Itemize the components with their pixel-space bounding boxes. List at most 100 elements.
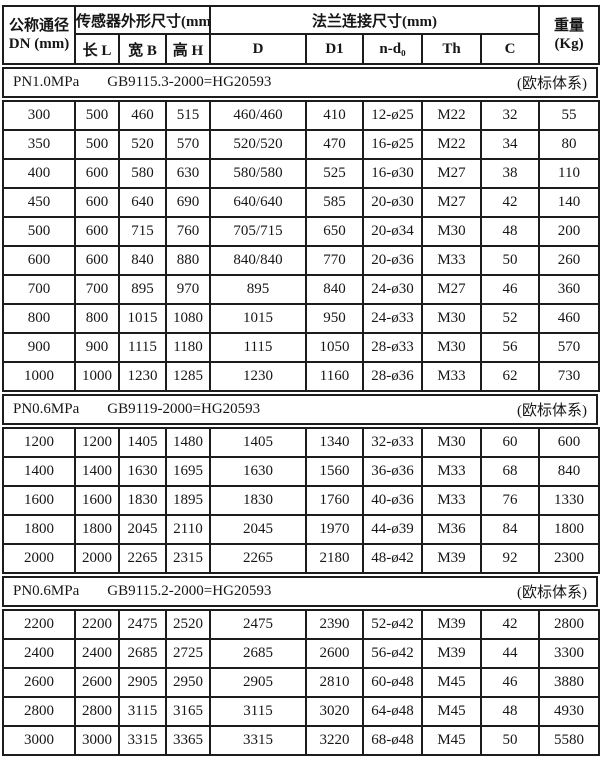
cell-dn: 1600 bbox=[2, 485, 76, 516]
cell-n-d0: 28-ø36 bbox=[362, 361, 423, 392]
section-standard: GB9115.3-2000=HG20593 bbox=[107, 74, 272, 90]
cell-weight: 570 bbox=[538, 332, 600, 363]
cell-dn: 450 bbox=[2, 187, 76, 218]
cell-th: M27 bbox=[421, 187, 482, 218]
cell-d1: 1970 bbox=[305, 514, 364, 545]
cell-height-h: 1895 bbox=[165, 485, 211, 516]
col-header-dn: 公称通径 DN (mm) bbox=[2, 5, 76, 65]
cell-length-l: 3000 bbox=[74, 725, 120, 756]
cell-width-b: 640 bbox=[118, 187, 167, 218]
section-header-pn0-6mpa-1: PN0.6MPa GB9119-2000=HG20593 (欧标体系) bbox=[2, 394, 598, 425]
cell-weight: 840 bbox=[538, 456, 600, 487]
cell-length-l: 1800 bbox=[74, 514, 120, 545]
cell-weight: 5580 bbox=[538, 725, 600, 756]
cell-width-b: 2045 bbox=[118, 514, 167, 545]
cell-dn: 600 bbox=[2, 245, 76, 276]
cell-c: 46 bbox=[480, 274, 540, 305]
cell-weight: 140 bbox=[538, 187, 600, 218]
col-header-n-d0: n-d₀ bbox=[362, 33, 423, 65]
col-group-flange-size: 法兰连接尺寸(mm) bbox=[208, 5, 541, 35]
cell-th: M39 bbox=[421, 609, 482, 640]
cell-th: M27 bbox=[421, 158, 482, 189]
cell-d1: 2390 bbox=[305, 609, 364, 640]
table-row: 2400 2400 2685 2725 2685 2600 56-ø42 M39 44 3300 bbox=[2, 638, 600, 669]
cell-height-h: 1480 bbox=[165, 427, 211, 458]
cell-n-d0: 20-ø36 bbox=[362, 245, 423, 276]
cell-d: 640/640 bbox=[209, 187, 307, 218]
cell-c: 62 bbox=[480, 361, 540, 392]
section-header-cell: PN0.6MPa GB9115.2-2000=HG20593 (欧标体系) bbox=[2, 576, 598, 607]
cell-th: M36 bbox=[421, 514, 482, 545]
cell-d: 705/715 bbox=[209, 216, 307, 247]
cell-length-l: 1200 bbox=[74, 427, 120, 458]
cell-length-l: 1000 bbox=[74, 361, 120, 392]
cell-n-d0: 68-ø48 bbox=[362, 725, 423, 756]
section-note: (欧标体系) bbox=[517, 585, 587, 601]
cell-th: M33 bbox=[421, 361, 482, 392]
cell-dn: 1400 bbox=[2, 456, 76, 487]
table-row: 350 500 520 570 520/520 470 16-ø25 M22 34 80 bbox=[2, 129, 600, 160]
cell-weight: 1800 bbox=[538, 514, 600, 545]
cell-th: M39 bbox=[421, 543, 482, 574]
cell-length-l: 2200 bbox=[74, 609, 120, 640]
cell-c: 44 bbox=[480, 638, 540, 669]
cell-th: M33 bbox=[421, 245, 482, 276]
cell-n-d0: 44-ø39 bbox=[362, 514, 423, 545]
cell-th: M45 bbox=[421, 725, 482, 756]
cell-height-h: 690 bbox=[165, 187, 211, 218]
table-row: 300 500 460 515 460/460 410 12-ø25 M22 32 55 bbox=[2, 100, 600, 131]
cell-th: M27 bbox=[421, 274, 482, 305]
cell-weight: 360 bbox=[538, 274, 600, 305]
cell-c: 46 bbox=[480, 667, 540, 698]
cell-d1: 1560 bbox=[305, 456, 364, 487]
cell-d1: 470 bbox=[305, 129, 364, 160]
cell-c: 68 bbox=[480, 456, 540, 487]
cell-d1: 410 bbox=[305, 100, 364, 131]
cell-c: 38 bbox=[480, 158, 540, 189]
cell-dn: 700 bbox=[2, 274, 76, 305]
cell-d: 1015 bbox=[209, 303, 307, 334]
cell-n-d0: 56-ø42 bbox=[362, 638, 423, 669]
cell-length-l: 600 bbox=[74, 216, 120, 247]
col-header-d1: D1 bbox=[305, 33, 364, 65]
cell-d: 2685 bbox=[209, 638, 307, 669]
cell-d: 1115 bbox=[209, 332, 307, 363]
cell-dn: 1200 bbox=[2, 427, 76, 458]
cell-weight: 1330 bbox=[538, 485, 600, 516]
col-header-height: 高 H bbox=[165, 33, 211, 65]
cell-c: 56 bbox=[480, 332, 540, 363]
cell-th: M30 bbox=[421, 216, 482, 247]
cell-dn: 2800 bbox=[2, 696, 76, 727]
table-row: 500 600 715 760 705/715 650 20-ø34 M30 48 200 bbox=[2, 216, 600, 247]
cell-width-b: 2265 bbox=[118, 543, 167, 574]
cell-d1: 770 bbox=[305, 245, 364, 276]
cell-weight: 2300 bbox=[538, 543, 600, 574]
cell-c: 76 bbox=[480, 485, 540, 516]
cell-length-l: 2600 bbox=[74, 667, 120, 698]
cell-height-h: 3365 bbox=[165, 725, 211, 756]
table-row: 2000 2000 2265 2315 2265 2180 48-ø42 M39 92 2300 bbox=[2, 543, 600, 574]
section-header-cell: PN0.6MPa GB9119-2000=HG20593 (欧标体系) bbox=[2, 394, 598, 425]
cell-n-d0: 20-ø34 bbox=[362, 216, 423, 247]
table-row: 1000 1000 1230 1285 1230 1160 28-ø36 M33 62 730 bbox=[2, 361, 600, 392]
cell-height-h: 2520 bbox=[165, 609, 211, 640]
cell-d: 2475 bbox=[209, 609, 307, 640]
cell-height-h: 1695 bbox=[165, 456, 211, 487]
cell-weight: 2800 bbox=[538, 609, 600, 640]
cell-th: M22 bbox=[421, 100, 482, 131]
cell-height-h: 630 bbox=[165, 158, 211, 189]
cell-height-h: 570 bbox=[165, 129, 211, 160]
dn-subtitle: DN (mm) bbox=[8, 36, 70, 52]
cell-n-d0: 24-ø30 bbox=[362, 274, 423, 305]
cell-weight: 260 bbox=[538, 245, 600, 276]
cell-c: 32 bbox=[480, 100, 540, 131]
cell-dn: 2200 bbox=[2, 609, 76, 640]
cell-d: 895 bbox=[209, 274, 307, 305]
cell-length-l: 1400 bbox=[74, 456, 120, 487]
col-header-c: C bbox=[479, 33, 541, 65]
cell-length-l: 700 bbox=[74, 274, 120, 305]
cell-d: 1230 bbox=[209, 361, 307, 392]
cell-height-h: 2725 bbox=[165, 638, 211, 669]
cell-dn: 2600 bbox=[2, 667, 76, 698]
table-row: 1400 1400 1630 1695 1630 1560 36-ø36 M33 68 840 bbox=[2, 456, 600, 487]
